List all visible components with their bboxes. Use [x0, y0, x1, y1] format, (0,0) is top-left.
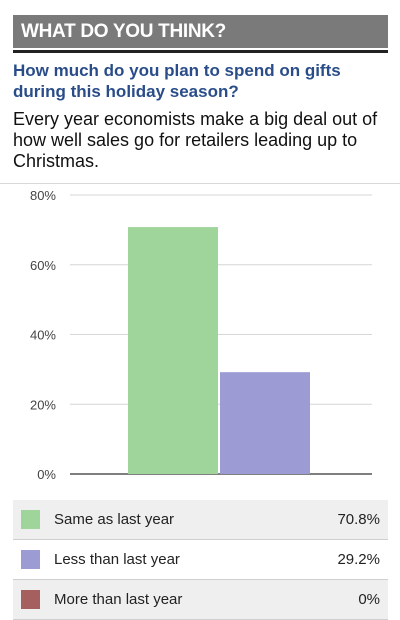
chart-legend: Same as last year 70.8% Less than last y…	[13, 500, 388, 620]
section-banner: WHAT DO YOU THINK?	[13, 15, 388, 48]
legend-swatch	[21, 590, 40, 609]
legend-label: Same as last year	[54, 511, 175, 528]
legend-value: 70.8%	[337, 511, 380, 528]
y-tick-label: 0%	[37, 467, 56, 482]
poll-description: Every year economists make a big deal ou…	[13, 109, 378, 171]
poll-chart: 0% 20% 40% 60% 80%	[0, 183, 400, 494]
banner-divider	[13, 50, 388, 53]
legend-swatch	[21, 550, 40, 569]
y-tick-label: 80%	[30, 188, 56, 203]
bar-same-as-last-year	[128, 227, 218, 474]
y-tick-label: 40%	[30, 328, 56, 343]
legend-label: More than last year	[54, 591, 183, 608]
legend-value: 0%	[358, 591, 380, 608]
y-tick-label: 60%	[30, 258, 56, 273]
legend-item-less: Less than last year 29.2%	[13, 540, 388, 580]
legend-swatch	[21, 510, 40, 529]
y-tick-label: 20%	[30, 397, 56, 412]
poll-question: How much do you plan to spend on gifts d…	[13, 61, 341, 101]
legend-item-more: More than last year 0%	[13, 580, 388, 620]
legend-value: 29.2%	[337, 551, 380, 568]
bar-less-than-last-year	[220, 372, 310, 474]
legend-label: Less than last year	[54, 551, 180, 568]
bar-chart-svg: 0% 20% 40% 60% 80%	[30, 188, 372, 482]
legend-item-same: Same as last year 70.8%	[13, 500, 388, 540]
